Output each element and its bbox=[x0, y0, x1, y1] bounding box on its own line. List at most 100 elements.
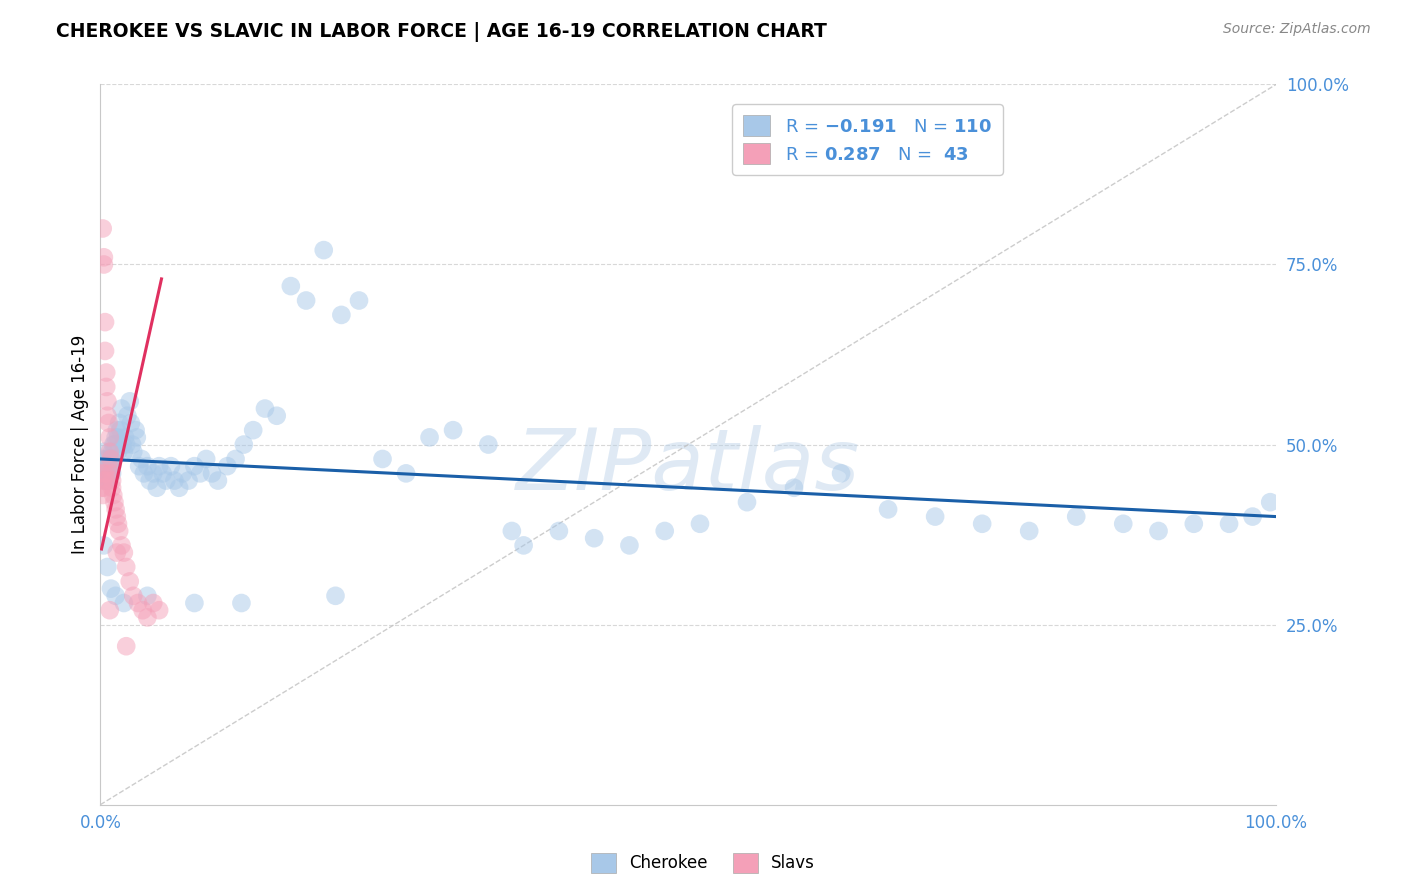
Point bbox=[93, 538, 115, 552]
Point bbox=[115, 437, 138, 451]
Point bbox=[266, 409, 288, 423]
Point bbox=[101, 459, 124, 474]
Point bbox=[101, 444, 124, 458]
Point bbox=[117, 409, 139, 423]
Point bbox=[477, 437, 499, 451]
Point bbox=[96, 394, 118, 409]
Point bbox=[371, 452, 394, 467]
Point bbox=[735, 495, 758, 509]
Point bbox=[103, 495, 125, 509]
Point bbox=[94, 467, 117, 481]
Point bbox=[108, 416, 131, 430]
Point bbox=[100, 452, 122, 467]
Point bbox=[148, 459, 170, 474]
Point bbox=[110, 401, 132, 416]
Point bbox=[110, 538, 132, 552]
Point bbox=[120, 416, 142, 430]
Point bbox=[94, 467, 117, 481]
Point bbox=[91, 459, 114, 474]
Point bbox=[330, 308, 353, 322]
Point bbox=[127, 596, 149, 610]
Point bbox=[280, 279, 302, 293]
Point bbox=[105, 546, 128, 560]
Point bbox=[98, 467, 121, 481]
Point bbox=[96, 474, 118, 488]
Point bbox=[104, 589, 127, 603]
Point bbox=[93, 474, 115, 488]
Y-axis label: In Labor Force | Age 16-19: In Labor Force | Age 16-19 bbox=[72, 334, 89, 554]
Point bbox=[97, 452, 120, 467]
Point bbox=[163, 474, 186, 488]
Point bbox=[122, 589, 145, 603]
Point bbox=[107, 444, 129, 458]
Point bbox=[100, 452, 122, 467]
Point bbox=[93, 258, 115, 272]
Point bbox=[114, 430, 136, 444]
Point bbox=[177, 474, 200, 488]
Point bbox=[103, 437, 125, 451]
Point bbox=[103, 452, 125, 467]
Point bbox=[183, 459, 205, 474]
Point bbox=[1218, 516, 1240, 531]
Point bbox=[93, 481, 115, 495]
Point bbox=[830, 467, 852, 481]
Point bbox=[115, 560, 138, 574]
Point bbox=[242, 423, 264, 437]
Point bbox=[253, 401, 276, 416]
Point bbox=[312, 243, 335, 257]
Point bbox=[125, 430, 148, 444]
Point bbox=[172, 467, 194, 481]
Point bbox=[877, 502, 900, 516]
Point bbox=[107, 516, 129, 531]
Point bbox=[142, 596, 165, 610]
Point bbox=[548, 524, 571, 538]
Point bbox=[96, 366, 118, 380]
Point bbox=[101, 474, 124, 488]
Point bbox=[115, 639, 138, 653]
Point bbox=[155, 474, 177, 488]
Point bbox=[91, 221, 114, 235]
Point bbox=[217, 459, 239, 474]
Point bbox=[93, 250, 115, 264]
Point bbox=[105, 423, 128, 437]
Point bbox=[96, 474, 118, 488]
Point bbox=[90, 467, 112, 481]
Point bbox=[512, 538, 534, 552]
Text: ZIPatlas: ZIPatlas bbox=[516, 425, 860, 508]
Text: Source: ZipAtlas.com: Source: ZipAtlas.com bbox=[1223, 22, 1371, 37]
Point bbox=[98, 603, 121, 617]
Point bbox=[783, 481, 806, 495]
Point bbox=[94, 315, 117, 329]
Point bbox=[103, 488, 125, 502]
Point bbox=[110, 423, 132, 437]
Point bbox=[112, 596, 135, 610]
Point bbox=[1064, 509, 1087, 524]
Point bbox=[98, 444, 121, 458]
Point bbox=[195, 452, 218, 467]
Point bbox=[112, 546, 135, 560]
Point bbox=[128, 459, 150, 474]
Point bbox=[98, 430, 121, 444]
Point bbox=[101, 467, 124, 481]
Point bbox=[136, 459, 159, 474]
Point bbox=[325, 589, 347, 603]
Point bbox=[124, 423, 146, 437]
Point bbox=[97, 467, 120, 481]
Point bbox=[96, 380, 118, 394]
Point bbox=[122, 444, 145, 458]
Point bbox=[1018, 524, 1040, 538]
Point bbox=[619, 538, 641, 552]
Point bbox=[112, 444, 135, 458]
Point bbox=[188, 467, 211, 481]
Point bbox=[121, 437, 143, 451]
Point bbox=[231, 596, 253, 610]
Point bbox=[97, 459, 120, 474]
Point bbox=[201, 467, 224, 481]
Point bbox=[96, 409, 118, 423]
Point bbox=[132, 467, 155, 481]
Point bbox=[118, 394, 141, 409]
Point bbox=[924, 509, 946, 524]
Point bbox=[97, 416, 120, 430]
Point bbox=[131, 452, 153, 467]
Legend: Cherokee, Slavs: Cherokee, Slavs bbox=[585, 847, 821, 880]
